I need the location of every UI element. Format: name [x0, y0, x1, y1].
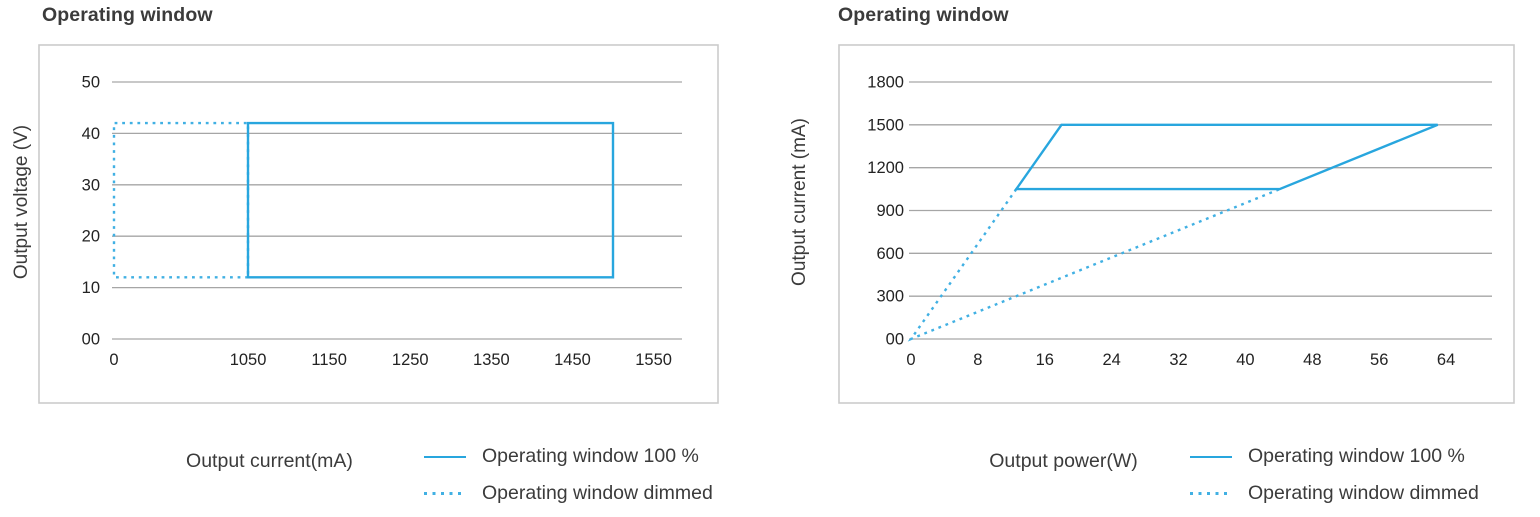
legend-item-100: Operating window 100 % [424, 438, 713, 475]
legend-right: Operating window 100 % Operating window … [1190, 438, 1479, 512]
x-tick-label: 1450 [554, 351, 591, 369]
y-tick-label: 1800 [867, 74, 904, 92]
x-tick-label: 1250 [392, 351, 429, 369]
y-tick-label: 900 [876, 202, 904, 220]
legend-left: Operating window 100 % Operating window … [424, 438, 713, 512]
y-tick-label: 00 [82, 331, 100, 349]
x-tick-label: 0 [906, 351, 915, 369]
x-tick-label: 16 [1036, 351, 1054, 369]
x-tick-label: 40 [1236, 351, 1254, 369]
x-tick-label: 1550 [635, 351, 672, 369]
legend-label-100: Operating window 100 % [1248, 445, 1465, 467]
x-tick-label: 48 [1303, 351, 1321, 369]
y-axis-label-current: Output current (mA) [789, 118, 810, 286]
dotted-line-swatch [1190, 492, 1232, 495]
x-tick-label: 1050 [230, 351, 267, 369]
y-tick-label: 10 [82, 279, 100, 297]
legend-label-dimmed: Operating window dimmed [1248, 482, 1479, 504]
y-tick-label: 50 [82, 74, 100, 92]
solid-line-swatch [1190, 455, 1232, 458]
x-axis-label-output-power: Output power(W) [989, 450, 1138, 472]
y-tick-label: 1200 [867, 159, 904, 177]
chart-border [38, 44, 719, 404]
dotted-line-swatch [424, 492, 466, 495]
x-tick-label: 56 [1370, 351, 1388, 369]
series-operating-window-dimmed-line [907, 187, 1281, 342]
series-operating-window-dimmed-line [112, 121, 250, 279]
operating-window-power-current-chart: 00 300 600 900 1200 1500 1800 0 8 16 24 32 40 48 56 64 [838, 44, 1515, 404]
legend-label-100: Operating window 100 % [482, 445, 699, 467]
series-operating-window-100-line [246, 121, 615, 279]
x-axis-label-output-current: Output current(mA) [186, 450, 353, 472]
chart-title-right: Operating window [838, 4, 1009, 26]
y-tick-label: 1500 [867, 116, 904, 134]
operating-window-current-voltage-chart: 00 10 20 30 40 50 0 1050 1150 1250 1350 1450 1550 [38, 44, 719, 404]
x-tick-label: 0 [109, 351, 118, 369]
series-operating-window-100-line [1013, 123, 1439, 191]
x-tick-label: 64 [1437, 351, 1455, 369]
legend-label-dimmed: Operating window dimmed [482, 482, 713, 504]
y-tick-label: 40 [82, 125, 100, 143]
x-tick-label: 8 [973, 351, 982, 369]
x-tick-label: 1150 [311, 351, 346, 369]
y-tick-label: 20 [82, 228, 100, 246]
x-tick-label: 1350 [473, 351, 510, 369]
chart-border [838, 44, 1515, 404]
y-tick-label: 600 [876, 245, 904, 263]
legend-item-dimmed: Operating window dimmed [1190, 475, 1479, 512]
chart-title-left: Operating window [42, 4, 213, 26]
y-tick-label: 30 [82, 176, 100, 194]
solid-line-swatch [424, 455, 466, 458]
y-tick-label: 00 [886, 331, 904, 349]
y-tick-label: 300 [876, 288, 904, 306]
x-tick-label: 32 [1169, 351, 1187, 369]
legend-item-dimmed: Operating window dimmed [424, 475, 713, 512]
y-axis-label-voltage: Output voltage (V) [11, 124, 32, 280]
x-tick-label: 24 [1102, 351, 1120, 369]
legend-item-100: Operating window 100 % [1190, 438, 1479, 475]
